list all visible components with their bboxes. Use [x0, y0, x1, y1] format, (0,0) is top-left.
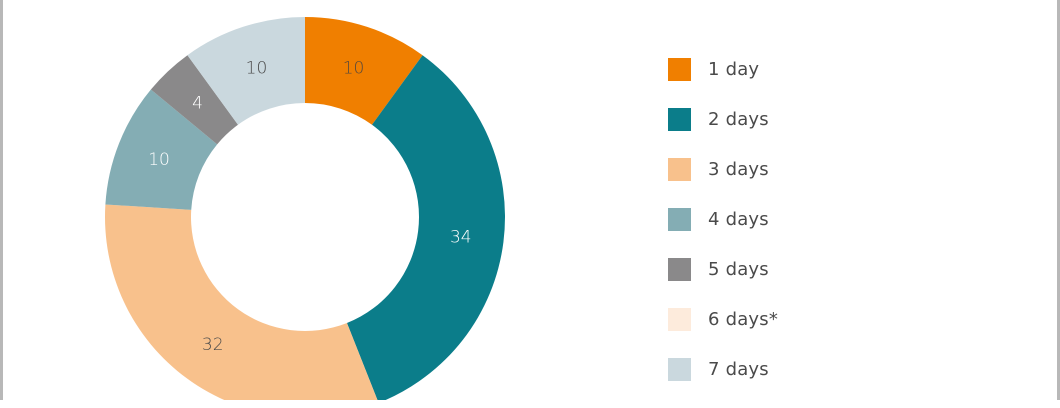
left-border: [0, 0, 3, 400]
legend-item-4-days: 4 days: [668, 208, 778, 231]
legend-label: 4 days: [708, 209, 769, 230]
legend-swatch: [668, 308, 691, 331]
segment-value-label: 34: [450, 228, 472, 248]
segment-value-label: 10: [343, 59, 365, 79]
legend-item-1-day: 1 day: [668, 58, 778, 81]
donut-segment-1-day: [305, 17, 423, 125]
donut-segment-3-days: [105, 204, 378, 400]
segment-value-label: 10: [148, 150, 170, 170]
segment-value-label: 32: [202, 335, 224, 355]
chart-legend: 1 day 2 days 3 days 4 days 5 days 6 days…: [668, 58, 778, 408]
donut-segment-5-days: [150, 55, 238, 145]
right-border: [1057, 0, 1060, 400]
donut-segment-7-days: [187, 17, 305, 125]
legend-label: 5 days: [708, 259, 769, 280]
legend-item-3-days: 3 days: [668, 158, 778, 181]
legend-label: 3 days: [708, 159, 769, 180]
legend-swatch: [668, 108, 691, 131]
legend-label: 6 days*: [708, 309, 779, 330]
donut-segment-2-days: [346, 55, 505, 400]
legend-swatch: [668, 358, 691, 381]
legend-label: 2 days: [708, 109, 769, 130]
legend-swatch: [668, 58, 691, 81]
legend-swatch: [668, 158, 691, 181]
legend-item-2-days: 2 days: [668, 108, 778, 131]
segment-value-label: 4: [192, 94, 203, 114]
donut-chart: 10 34 32 10 4 10: [105, 17, 505, 400]
legend-label: 1 day: [708, 59, 760, 80]
legend-item-5-days: 5 days: [668, 258, 778, 281]
legend-item-7-days: 7 days: [668, 358, 778, 381]
donut-segment-4-days: [105, 89, 218, 210]
legend-swatch: [668, 258, 691, 281]
legend-swatch: [668, 208, 691, 231]
legend-item-6-days: 6 days*: [668, 308, 778, 331]
legend-label: 7 days: [708, 359, 769, 380]
segment-value-label: 10: [246, 59, 268, 79]
